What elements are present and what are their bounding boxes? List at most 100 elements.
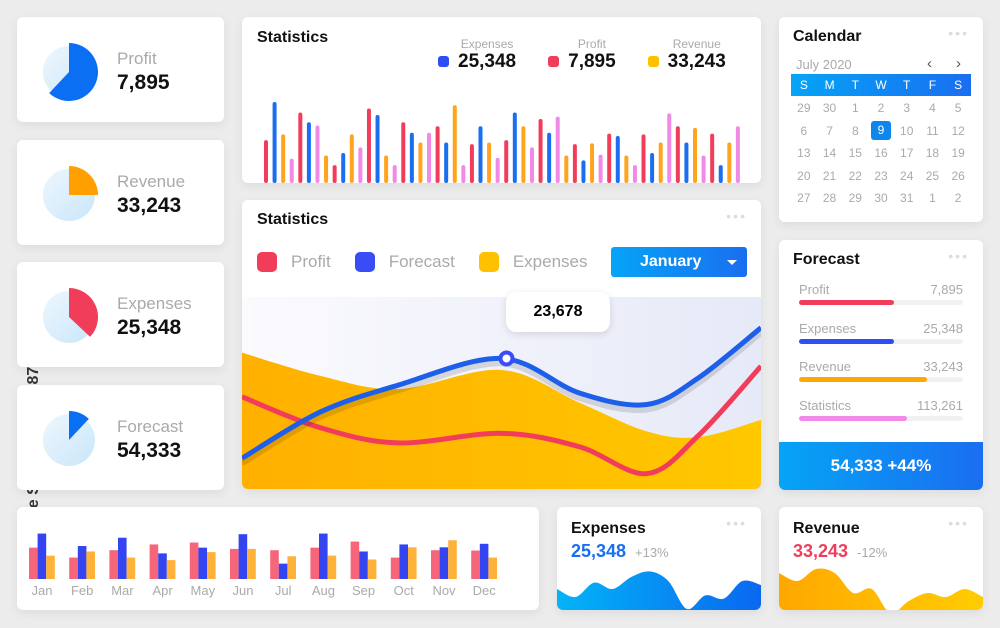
bar — [427, 132, 432, 183]
progress-track — [799, 338, 963, 344]
prev-month-button[interactable]: ‹ — [927, 55, 932, 72]
calendar-day[interactable]: 13 — [797, 146, 811, 161]
sparkline-area — [557, 571, 761, 610]
weekday: S — [799, 78, 808, 92]
bar — [435, 126, 440, 183]
bar — [247, 548, 256, 579]
calendar-day[interactable]: 5 — [954, 101, 962, 116]
calendar-day[interactable]: 2 — [954, 191, 962, 206]
calendar-day[interactable]: 10 — [900, 123, 914, 138]
month-select[interactable]: January — [611, 247, 747, 277]
bar — [564, 155, 569, 183]
calendar-day[interactable]: 11 — [926, 123, 939, 138]
calendar-day[interactable]: 19 — [951, 146, 965, 161]
revenue-value: 33,243 — [793, 541, 849, 561]
calendar-day[interactable]: 8 — [851, 123, 859, 138]
calendar-day[interactable]: 12 — [951, 123, 965, 138]
kpi-value: 33,243 — [117, 194, 182, 217]
calendar-day[interactable]: 16 — [874, 146, 888, 161]
bar — [632, 165, 637, 183]
progress-track — [799, 415, 963, 421]
chart-tooltip: 23,678 — [506, 292, 610, 332]
legend-swatch — [354, 252, 375, 272]
weekday: F — [928, 78, 937, 92]
more-options-button[interactable]: ••• — [726, 515, 747, 531]
legend-swatch — [478, 252, 499, 272]
calendar-day[interactable]: 30 — [874, 191, 888, 206]
month-label: Jun — [233, 583, 254, 598]
calendar-day[interactable]: 26 — [951, 168, 965, 183]
calendar-day[interactable]: 28 — [822, 191, 837, 206]
kpi-card-expenses: Expenses 25,348 — [17, 262, 224, 367]
calendar-day[interactable]: 25 — [925, 168, 940, 183]
calendar-day[interactable]: 21 — [822, 168, 837, 183]
statistics-bar-card: Statistics Expenses 25,348 Profit 7,895 … — [242, 17, 761, 183]
expenses-area — [242, 352, 761, 489]
calendar-day[interactable]: 17 — [900, 146, 914, 161]
more-options-button[interactable]: ••• — [948, 248, 969, 264]
calendar-day[interactable]: 1 — [929, 191, 936, 206]
calendar-day[interactable]: 14 — [822, 146, 837, 161]
row-label: Statistics — [799, 397, 852, 413]
calendar-day[interactable]: 1 — [851, 101, 859, 116]
calendar-day[interactable]: 2 — [877, 101, 885, 116]
legend-value: 7,895 — [568, 51, 616, 72]
legend-value: 33,243 — [667, 51, 726, 72]
pie-slice — [49, 43, 98, 101]
more-options-button[interactable]: ••• — [948, 515, 969, 531]
pie-chart-icon — [43, 43, 98, 101]
pie-chart-icon — [43, 166, 98, 221]
forecast-row-revenue: Revenue 33,243 — [799, 359, 963, 382]
calendar-day[interactable]: 15 — [848, 146, 862, 161]
data-point-marker[interactable] — [498, 350, 515, 367]
calendar-day[interactable]: 4 — [929, 101, 936, 116]
calendar-day[interactable]: 24 — [900, 168, 914, 183]
bar — [390, 557, 400, 579]
expenses-sparkline — [557, 571, 761, 610]
more-options-button[interactable]: ••• — [948, 25, 969, 41]
calendar-day[interactable]: 27 — [797, 191, 811, 206]
calendar-day[interactable]: 23 — [874, 168, 888, 183]
calendar-day[interactable]: 20 — [797, 168, 811, 183]
calendar-day[interactable]: 29 — [797, 101, 811, 116]
bar — [521, 126, 526, 183]
legend-value: 25,348 — [458, 51, 517, 72]
month-label: Nov — [432, 583, 456, 598]
bar — [166, 560, 176, 579]
calendar-day[interactable]: 30 — [822, 101, 837, 116]
bar — [149, 544, 159, 579]
bar — [495, 157, 500, 183]
bar — [641, 134, 646, 183]
month-label: Apr — [152, 583, 173, 598]
bar — [469, 144, 474, 183]
statistics-bar-chart — [264, 102, 740, 183]
month-label: Jul — [275, 583, 292, 598]
calendar-day[interactable]: 18 — [925, 146, 940, 161]
bar — [418, 142, 423, 183]
pie-slice — [69, 166, 98, 195]
bar — [158, 553, 167, 579]
monthly-bar-card: Jan Feb Mar Apr May Jun Jul Aug Sep Oct Nov Dec — [17, 507, 539, 610]
calendar-day[interactable]: 3 — [903, 101, 911, 116]
legend-expenses: Expenses 25,348 — [438, 37, 516, 73]
legend-label: Profit — [577, 37, 606, 51]
calendar-day[interactable]: 31 — [900, 191, 914, 206]
calendar-day[interactable]: 9 — [870, 121, 891, 141]
progress-fill — [799, 415, 908, 421]
weekday: S — [954, 78, 963, 92]
calendar-day[interactable]: 6 — [800, 123, 808, 138]
bar — [710, 133, 715, 183]
next-month-button[interactable]: › — [956, 55, 961, 72]
monthly-bar-chart: Jan Feb Mar Apr May Jun Jul Aug Sep Oct Nov Dec — [29, 533, 497, 598]
forecast-card: Forecast ••• Profit 7,895 Expenses 25,34… — [779, 240, 983, 490]
bar — [366, 108, 371, 183]
more-options-button[interactable]: ••• — [726, 208, 747, 224]
bar — [615, 136, 620, 183]
bar — [37, 533, 47, 579]
bar — [287, 556, 296, 579]
calendar-day[interactable]: 7 — [826, 123, 833, 138]
row-value: 7,895 — [930, 282, 963, 297]
calendar-day[interactable]: 29 — [848, 191, 862, 206]
expenses-change: +13% — [635, 545, 669, 560]
calendar-day[interactable]: 22 — [848, 168, 862, 183]
